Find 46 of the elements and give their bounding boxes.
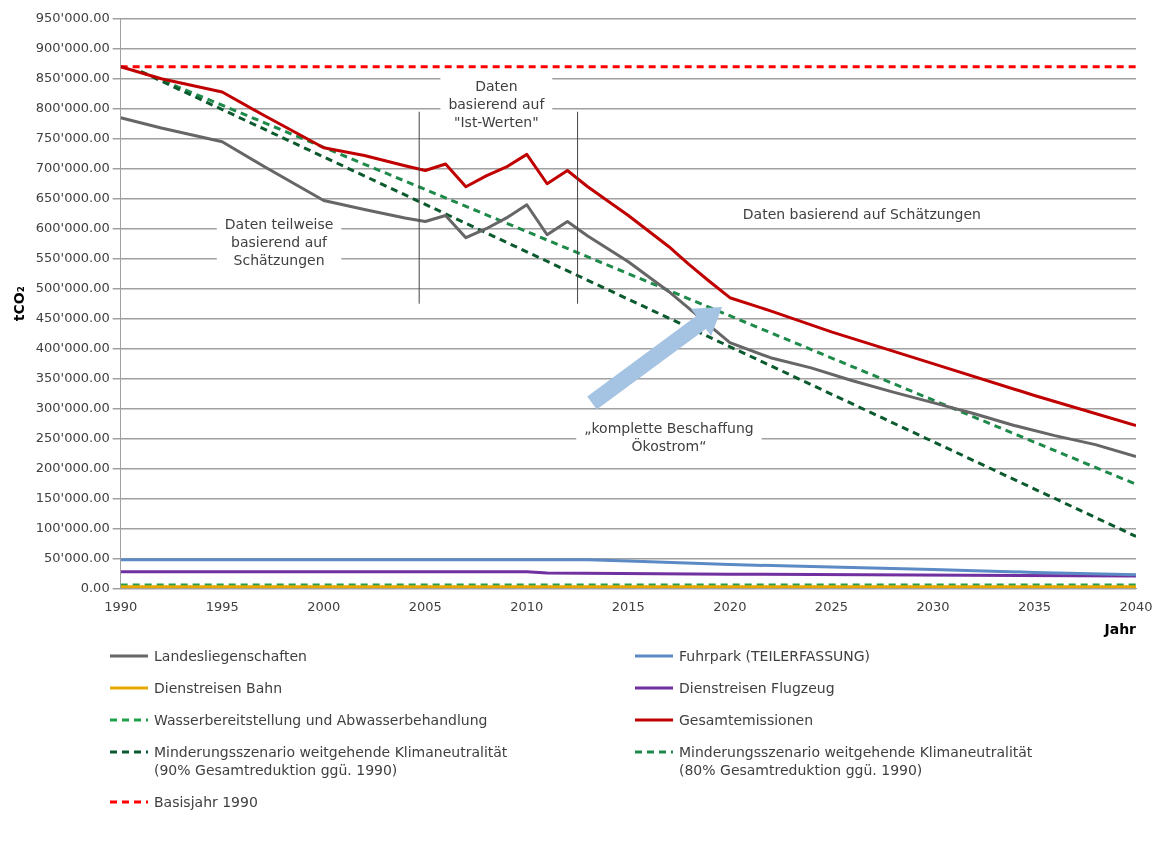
y-tick-label: 900'000.00 xyxy=(35,40,110,56)
y-tick-label: 100'000.00 xyxy=(35,520,110,535)
legend-label: Dienstreisen Bahn xyxy=(154,679,283,697)
legend-label: Gesamtemissionen xyxy=(679,711,814,729)
annotation: Daten teilweise basierend auf Schätzungen xyxy=(224,216,334,269)
legend-label: Minderungsszenario weitgehende Klimaneutralität (90% Gesamtreduktion ggü. 1990) xyxy=(154,743,508,779)
x-tick-label: 2025 xyxy=(814,598,848,614)
y-tick-label: 450'000.00 xyxy=(35,310,110,326)
legend-label: Dienstreisen Flugzeug xyxy=(679,679,835,697)
y-tick-label: 750'000.00 xyxy=(35,130,110,146)
y-tick-label: 600'000.00 xyxy=(35,220,110,236)
x-tick-label: 2010 xyxy=(510,598,544,614)
x-tick-label: 1990 xyxy=(104,598,138,614)
x-tick-label: 2035 xyxy=(1017,598,1052,614)
legend-label: Basisjahr 1990 xyxy=(154,793,258,811)
legend-label: Wasserbereitstellung und Abwasserbehandlung xyxy=(154,711,488,729)
x-tick-label: 1995 xyxy=(205,598,239,614)
legend-label: Minderungsszenario weitgehende Klimaneutralität (80% Gesamtreduktion ggü. 1990) xyxy=(679,743,1033,779)
x-tick-label: 2000 xyxy=(307,598,341,614)
x-tick-label: 2020 xyxy=(713,598,747,614)
y-tick-label: 500'000.00 xyxy=(35,280,110,296)
annotation: „komplette Beschaffung Ökostrom“ xyxy=(584,420,754,455)
x-tick-label: 2015 xyxy=(611,598,645,614)
annotation: Daten basierend auf Schätzungen xyxy=(742,206,981,223)
y-tick-label: 550'000.00 xyxy=(35,250,110,266)
x-tick-label: 2040 xyxy=(1119,598,1153,614)
legend-label: Landesliegenschaften xyxy=(154,647,307,665)
y-tick-label: 400'000.00 xyxy=(35,340,110,356)
x-tick-label: 2030 xyxy=(916,598,950,614)
y-tick-label: 250'000.00 xyxy=(35,430,110,446)
annotation: Daten basierend auf "Ist-Werten" xyxy=(448,78,546,131)
legend-label: Fuhrpark (TEILERFASSUNG) xyxy=(679,647,871,665)
y-tick-label: 0.00 xyxy=(80,579,110,595)
y-tick-label: 700'000.00 xyxy=(35,160,110,176)
y-tick-label: 850'000.00 xyxy=(35,70,110,86)
y-tick-label: 300'000.00 xyxy=(35,400,110,416)
y-tick-label: 50'000.00 xyxy=(44,549,110,565)
y-axis-title: tCO₂ xyxy=(11,286,28,322)
y-tick-label: 150'000.00 xyxy=(35,490,110,506)
y-tick-label: 350'000.00 xyxy=(35,370,110,386)
x-tick-label: 2005 xyxy=(408,598,442,614)
y-tick-label: 800'000.00 xyxy=(35,100,110,116)
y-tick-label: 650'000.00 xyxy=(35,190,110,206)
y-tick-label: 200'000.00 xyxy=(35,460,110,476)
y-tick-label: 950'000.00 xyxy=(35,10,110,26)
x-axis-title: Jahr xyxy=(1103,621,1137,638)
